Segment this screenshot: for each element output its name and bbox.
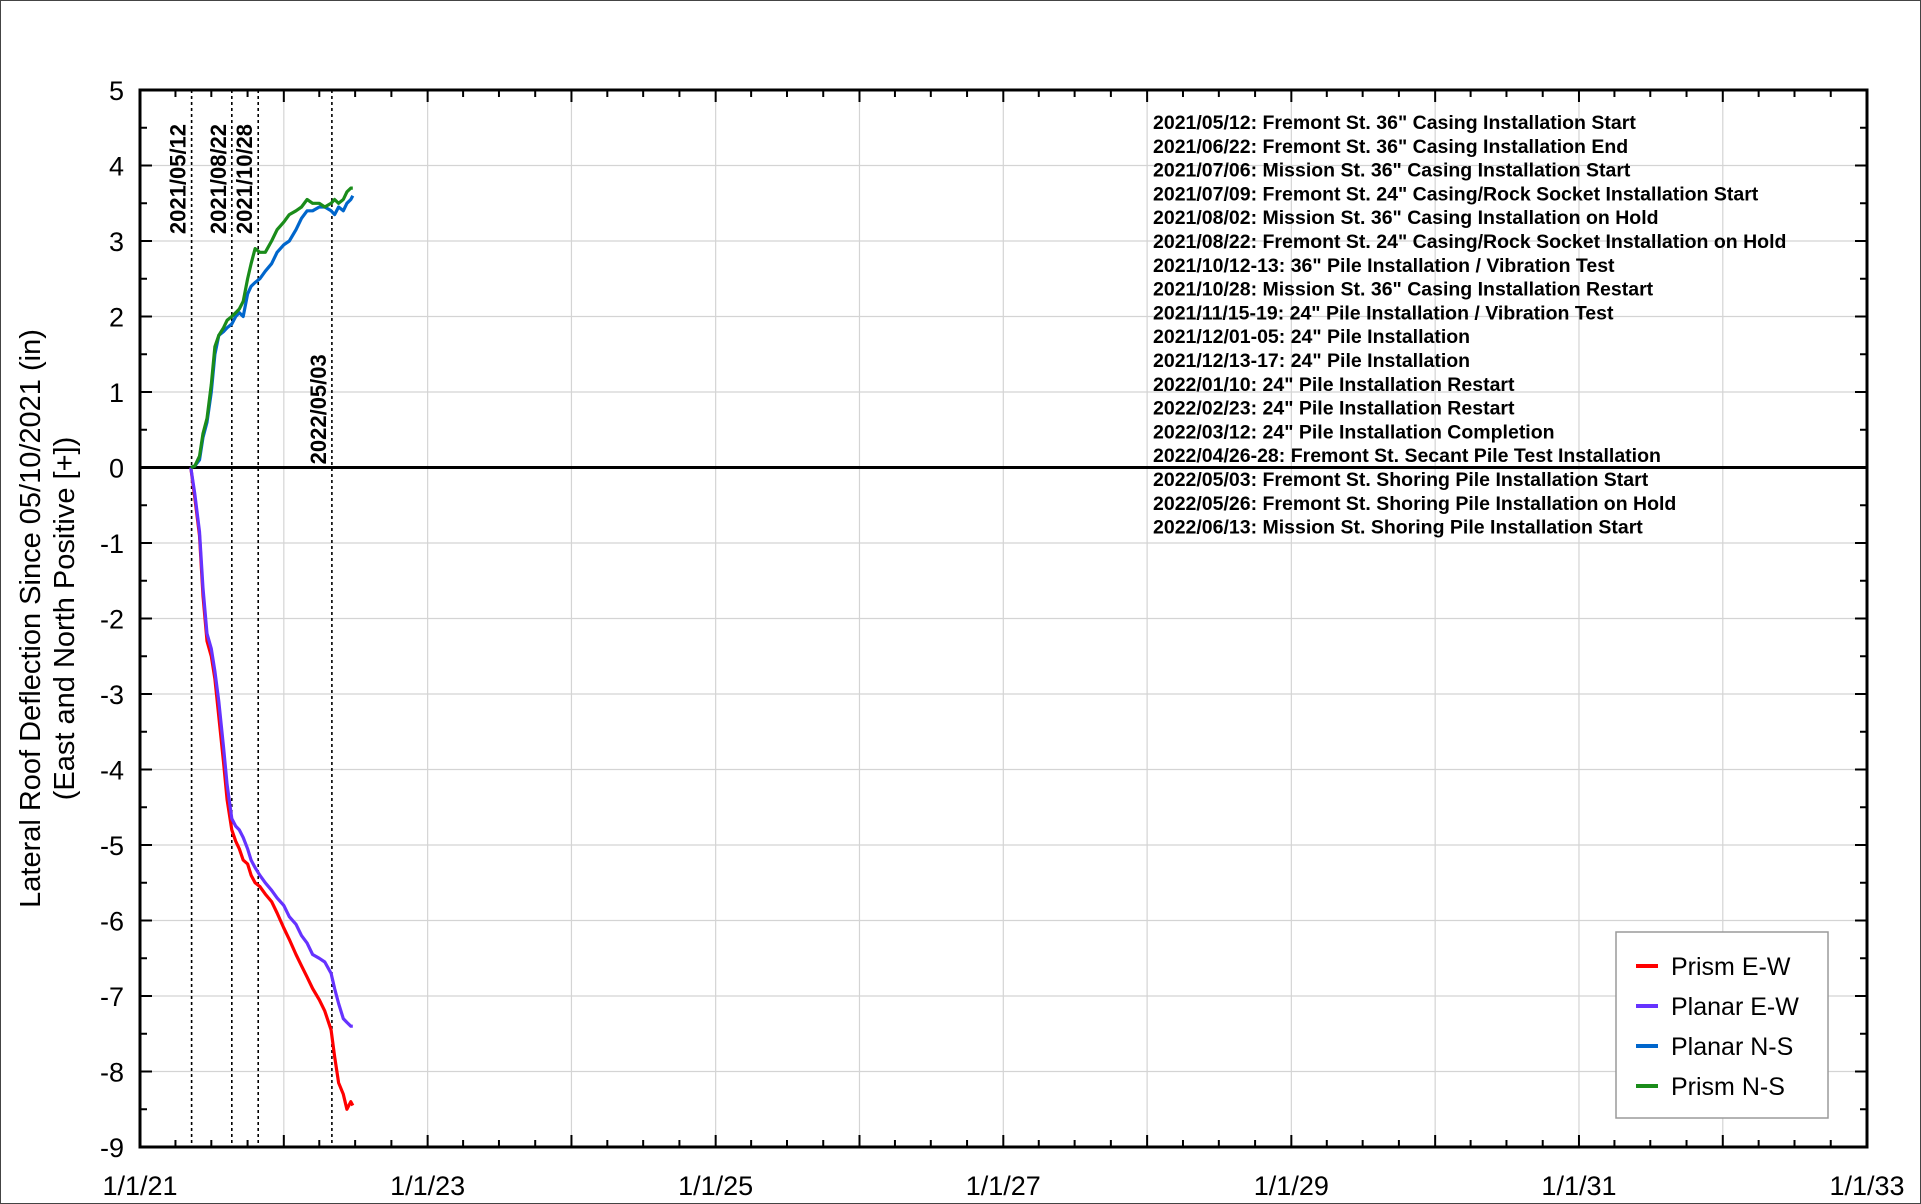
event-line-label: 2022/05/03 [306, 354, 331, 464]
annotation-line: 2022/06/13: Mission St. Shoring Pile Ins… [1153, 517, 1643, 539]
event-line-label: 2021/10/28 [232, 124, 257, 234]
annotation-line: 2022/03/12: 24" Pile Installation Comple… [1153, 421, 1555, 443]
event-line-label: 2021/05/12 [166, 124, 191, 234]
x-tick-label: 1/1/29 [1254, 1171, 1329, 1201]
x-tick-label: 1/1/27 [966, 1171, 1041, 1201]
annotation-line: 2021/07/09: Fremont St. 24" Casing/Rock … [1153, 183, 1759, 205]
y-tick-label: 5 [109, 76, 124, 106]
annotation-line: 2021/11/15-19: 24" Pile Installation / V… [1153, 302, 1614, 324]
annotation-line: 2021/08/22: Fremont St. 24" Casing/Rock … [1153, 231, 1786, 253]
y-tick-label: -4 [100, 756, 124, 786]
annotation-block: 2021/05/12: Fremont St. 36" Casing Insta… [1153, 112, 1786, 539]
y-axis-label-line: (East and North Positive [+]) [49, 437, 81, 800]
y-tick-label: -2 [100, 605, 124, 635]
annotation-line: 2021/10/12-13: 36" Pile Installation / V… [1153, 255, 1615, 277]
legend-label: Planar E-W [1671, 993, 1799, 1021]
y-tick-label: 4 [109, 152, 124, 182]
annotation-line: 2022/02/23: 24" Pile Installation Restar… [1153, 398, 1515, 420]
y-tick-label: -5 [100, 831, 124, 861]
y-tick-label: 0 [109, 454, 124, 484]
x-tick-label: 1/1/25 [678, 1171, 753, 1201]
legend-label: Prism N-S [1671, 1073, 1785, 1101]
y-axis-label: Lateral Roof Deflection Since 05/10/2021… [15, 329, 81, 908]
grid-layer [140, 90, 1867, 1147]
annotation-line: 2021/06/22: Fremont St. 36" Casing Insta… [1153, 136, 1628, 158]
event-line-label: 2021/08/22 [206, 124, 231, 234]
annotation-line: 2021/05/12: Fremont St. 36" Casing Insta… [1153, 112, 1636, 134]
y-axis-label-line: Lateral Roof Deflection Since 05/10/2021… [15, 329, 47, 908]
series-line [189, 467, 353, 1028]
y-tick-label: 2 [109, 303, 124, 333]
annotation-line: 2022/01/10: 24" Pile Installation Restar… [1153, 374, 1515, 396]
series-layer [189, 186, 355, 1111]
annotation-line: 2021/08/02: Mission St. 36" Casing Insta… [1153, 207, 1659, 229]
axis-layer: 5 4 3 2 1 0 -1 -2 -3 -4 -5 -6 -7 -8 -9 1/1/21 1/1/23 1/1/… [15, 76, 1905, 1201]
y-tick-label: -1 [100, 529, 124, 559]
series-line [190, 186, 353, 469]
annotation-line: 2022/04/26-28: Fremont St. Secant Pile T… [1153, 445, 1661, 467]
legend: Prism E-W Planar E-W Planar N-S Prism N-S [1615, 931, 1829, 1119]
annotation-line: 2021/12/01-05: 24" Pile Installation [1153, 326, 1470, 348]
y-tick-label: -8 [100, 1058, 124, 1088]
y-tick-label: 1 [109, 378, 124, 408]
annotation-line: 2021/07/06: Mission St. 36" Casing Insta… [1153, 160, 1631, 182]
x-tick-label: 1/1/31 [1541, 1171, 1616, 1201]
legend-label: Planar N-S [1671, 1033, 1793, 1061]
y-tick-label: -6 [100, 907, 124, 937]
y-tick-label: 3 [109, 227, 124, 257]
annotation-line: 2021/10/28: Mission St. 36" Casing Insta… [1153, 279, 1654, 301]
x-tick-label: 1/1/23 [390, 1171, 465, 1201]
series-line [189, 467, 355, 1111]
x-tick-label: 1/1/33 [1829, 1171, 1904, 1201]
y-tick-label: -3 [100, 680, 124, 710]
legend-label: Prism E-W [1671, 953, 1791, 981]
annotation-line: 2022/05/03: Fremont St. Shoring Pile Ins… [1153, 469, 1649, 491]
annotation-line: 2022/05/26: Fremont St. Shoring Pile Ins… [1153, 493, 1676, 515]
x-tick-label: 1/1/21 [102, 1171, 177, 1201]
y-tick-label: -7 [100, 982, 124, 1012]
annotation-line: 2021/12/13-17: 24" Pile Installation [1153, 350, 1470, 372]
y-tick-label: -9 [100, 1133, 124, 1163]
event-lines: 2021/05/12 2021/08/22 2021/10/28 2022/05/03 [166, 90, 333, 1147]
